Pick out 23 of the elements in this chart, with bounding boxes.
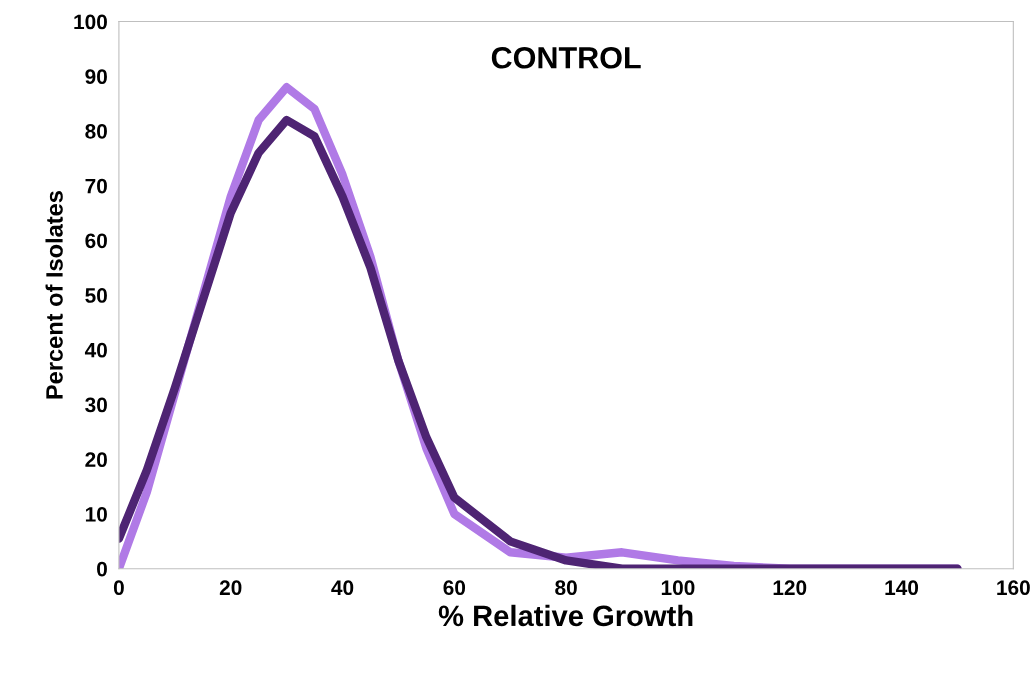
y-tick-label: 80 <box>85 123 107 139</box>
y-tick-label: 50 <box>85 288 107 303</box>
y-tick-label: 60 <box>85 233 107 249</box>
text: CONTROL <box>491 46 641 69</box>
x-tick-label: 100 <box>661 580 695 596</box>
x-tick-label: 80 <box>555 580 577 596</box>
x-tick-label: 60 <box>443 580 466 596</box>
y-tick-label: 30 <box>85 397 107 413</box>
x-tick-label: 160 <box>997 580 1030 596</box>
y-tick-label: 20 <box>85 452 107 468</box>
x-tick-label: 20 <box>219 580 242 596</box>
x-tick-label: 140 <box>885 580 919 596</box>
y-tick-label: 100 <box>74 14 107 30</box>
x-axis-title: % Relative Growth <box>438 604 693 627</box>
y-tick-label: 0 <box>97 561 107 577</box>
y-tick-label: 70 <box>85 178 107 194</box>
y-tick-label: 90 <box>85 69 107 84</box>
y-axis-title: Percent of Isolates <box>45 191 63 399</box>
x-tick-label: 40 <box>331 580 354 596</box>
y-tick-label: 10 <box>85 506 107 522</box>
x-tick-label: 0 <box>113 580 124 596</box>
y-tick-label: 40 <box>84 342 107 358</box>
x-tick-label: 120 <box>773 580 807 596</box>
